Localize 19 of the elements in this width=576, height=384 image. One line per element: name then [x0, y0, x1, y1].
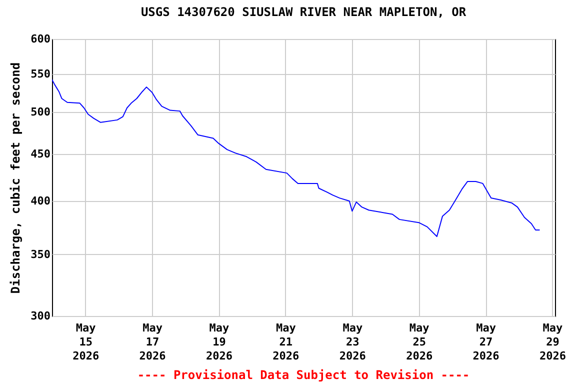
x-tick-label: May 21 2026 — [272, 322, 300, 362]
y-tick-label: 600 — [30, 32, 50, 46]
line-series — [52, 79, 540, 238]
y-tick-label: 500 — [30, 105, 50, 118]
x-tick-label: May 27 2026 — [472, 322, 500, 362]
x-tick-label: May 23 2026 — [339, 322, 366, 362]
y-tick-label: 400 — [30, 194, 50, 208]
x-tick-label: May 15 2026 — [72, 322, 100, 362]
y-tick-label: 300 — [30, 310, 50, 322]
x-tick-label: May 25 2026 — [406, 322, 433, 362]
x-tick-label: May 19 2026 — [206, 322, 233, 362]
x-tick-label: May 17 2026 — [139, 322, 166, 362]
y-tick-label: 550 — [30, 67, 50, 80]
chart-title: USGS 14307620 SIUSLAW RIVER NEAR MAPLETON, OR — [140, 5, 467, 19]
text: ---- Provisional Data Subject to Revision ---- — [137, 368, 470, 382]
y-axis-title: Discharge, cubic feet per second — [8, 62, 23, 294]
x-tick-label: May 29 2026 — [539, 322, 566, 362]
y-tick-label: 450 — [30, 147, 50, 160]
y-tick-label: 350 — [30, 248, 50, 261]
